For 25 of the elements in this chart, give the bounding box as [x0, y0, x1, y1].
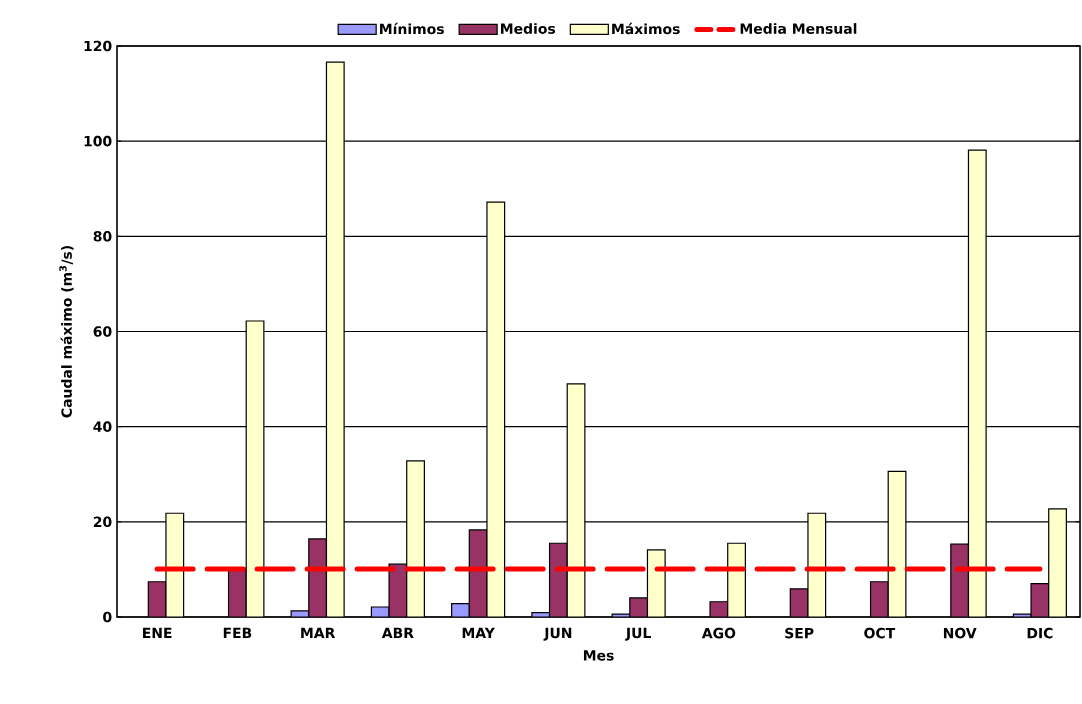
legend-label: Medios: [501, 23, 556, 34]
legend-label: Media Mensual: [740, 23, 857, 34]
y-tick-label: 0: [103, 611, 112, 623]
y-axis-title: Caudal máximo (m$^{3}$/s): [59, 246, 74, 418]
x-tick-label: OCT: [864, 627, 896, 639]
x-tick-label: JUL: [625, 627, 651, 641]
x-tick-label: AGO: [701, 627, 736, 639]
legend-label: Mínimos: [380, 22, 444, 35]
x-tick-label: ABR: [381, 627, 414, 638]
y-tick-label: 20: [93, 516, 112, 528]
x-tick-label: MAR: [301, 627, 336, 638]
y-tick-label: 40: [93, 421, 112, 432]
x-tick-label: NOV: [943, 627, 977, 639]
x-tick-label: JUN: [543, 627, 572, 641]
x-axis-title: Mes: [583, 650, 614, 661]
x-tick-label: FEB: [223, 627, 252, 638]
legend-label: Máximos: [612, 22, 680, 35]
y-tick-label: 120: [84, 40, 112, 52]
x-tick-label: SEP: [785, 627, 814, 639]
x-tick-label: DIC: [1027, 627, 1053, 639]
x-tick-label: MAY: [462, 627, 495, 638]
y-tick-label: 60: [93, 326, 112, 337]
x-tick-label: ENE: [143, 627, 172, 638]
y-tick-label: 100: [84, 135, 112, 147]
y-tick-label: 80: [93, 231, 112, 242]
